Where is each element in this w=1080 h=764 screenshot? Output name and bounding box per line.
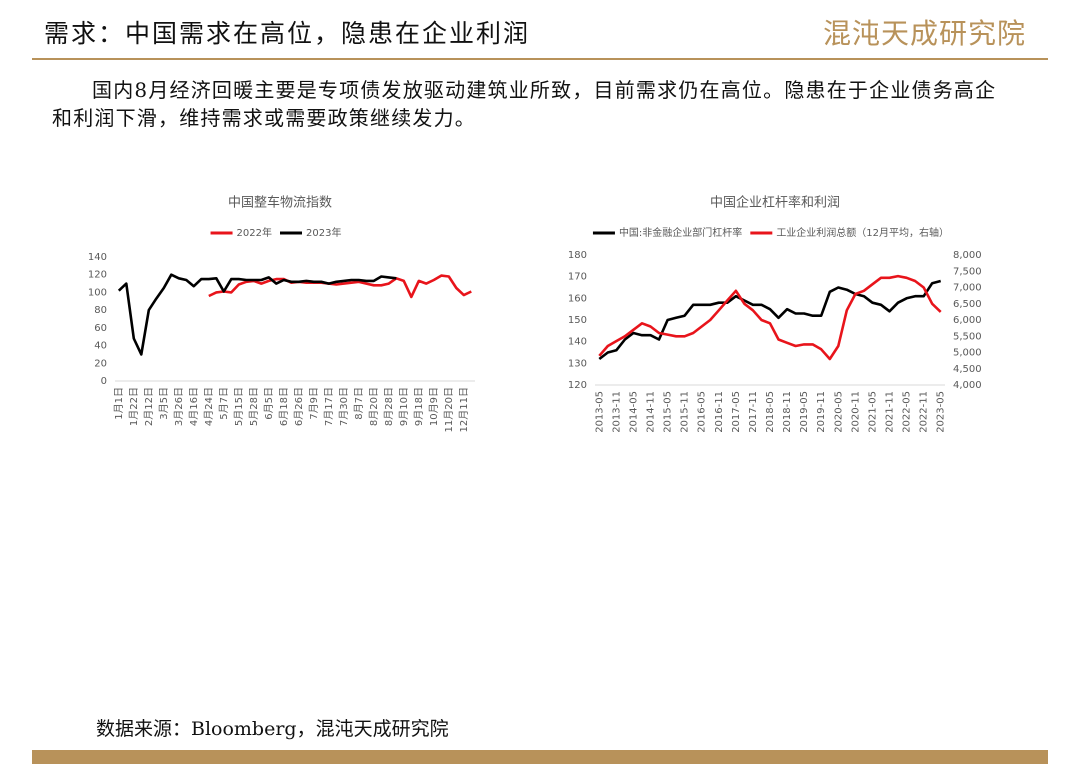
series-line [598,274,942,361]
y2-tick-label: 7,000 [953,283,982,294]
y-tick-label: 120 [568,380,587,391]
chart: 中国整车物流指数 0 20 40 60 80 100 120 140 1月1日 1月22日 2月12日… [88,195,475,432]
y-tick-label: 100 [88,287,107,298]
x-tick-label: 1月1日 [113,387,125,420]
legend-label: 2023年 [306,226,341,239]
x-tick-label: 11月20日 [443,387,455,432]
x-tick-label: 7月30日 [338,387,350,426]
footer-bar [32,750,1048,764]
x-tick-label: 8月20日 [368,387,380,426]
series-line [117,273,397,356]
series-line [598,279,942,361]
y-tick-label: 20 [94,358,107,369]
y2-tick-label: 4,500 [953,364,982,375]
x-tick-label: 6月26日 [293,387,305,426]
y-tick-label: 170 [568,272,587,283]
x-tick-label: 9月10日 [398,387,410,426]
x-tick-label: 7月17日 [323,387,335,426]
y-tick-label: 180 [568,250,587,261]
logo: 混沌天成研究院 [822,17,1026,50]
y-tick-label: 140 [88,252,107,263]
x-tick-label: 10月9日 [428,387,440,426]
x-tick-label: 2019-11 [816,391,827,433]
body-text: 国内8月经济回暖主要是专项债发放驱动建筑业所致，目前需求仍在高位。隐患在于企业债… [52,78,997,130]
x-tick-label: 12月11日 [458,387,470,432]
source-note: 数据来源：Bloomberg，混沌天成研究院 [96,718,449,740]
y-tick-label: 150 [568,315,587,326]
x-tick-label: 2022-11 [919,391,930,433]
x-tick-label: 2019-05 [799,391,810,433]
x-tick-label: 2014-11 [645,391,656,433]
x-tick-label: 7月9日 [308,387,320,420]
page-title: 需求：中国需求在高位，隐患在企业利润 [44,19,531,48]
x-tick-label: 6月5日 [263,387,275,420]
legend-label: 工业企业利润总额（12月平均，右轴） [776,226,949,239]
x-tick-label: 2月12日 [143,387,155,426]
x-tick-label: 2018-11 [782,391,793,433]
chart: 中国企业杠杆率和利润 120 130 140 150 160 170 180 4,000 4,50… [568,195,982,433]
x-tick-label: 2017-11 [748,391,759,433]
y2-tick-label: 5,500 [953,331,982,342]
y-tick-label: 80 [94,305,107,316]
x-tick-label: 2014-05 [628,391,639,433]
y2-tick-label: 7,500 [953,266,982,277]
x-tick-label: 2016-05 [697,391,708,433]
y2-tick-label: 8,000 [953,250,982,261]
x-tick-label: 2013-05 [594,391,605,433]
y2-tick-label: 4,000 [953,380,982,391]
chart-title: 中国整车物流指数 [228,195,332,211]
header-rule [32,58,1048,60]
x-tick-label: 5月7日 [218,387,230,420]
x-tick-label: 9月18日 [413,387,425,426]
y-tick-label: 140 [568,337,587,348]
x-tick-label: 3月26日 [173,387,185,426]
chart-title: 中国企业杠杆率和利润 [710,195,840,211]
x-tick-label: 6月18日 [278,387,290,426]
x-tick-label: 2013-11 [611,391,622,433]
x-tick-label: 3月5日 [158,387,170,420]
y2-tick-label: 6,500 [953,299,982,310]
y-tick-label: 60 [94,323,107,334]
x-tick-label: 2020-11 [850,391,861,433]
y-tick-label: 40 [94,341,107,352]
x-tick-label: 1月22日 [128,387,140,426]
x-tick-label: 2020-05 [833,391,844,433]
x-tick-label: 5月28日 [248,387,260,426]
y2-tick-label: 5,000 [953,348,982,359]
x-tick-label: 8月28日 [383,387,395,426]
y-tick-label: 120 [88,270,107,281]
x-tick-label: 2022-05 [902,391,913,433]
y-tick-label: 160 [568,293,587,304]
x-tick-label: 4月24日 [203,387,215,426]
x-tick-label: 8月7日 [353,387,365,420]
x-tick-label: 4月16日 [188,387,200,426]
y-tick-label: 130 [568,358,587,369]
x-tick-label: 2015-11 [680,391,691,433]
x-tick-label: 2015-05 [663,391,674,433]
x-tick-label: 5月15日 [233,387,245,426]
y-tick-label: 0 [101,376,107,387]
x-tick-label: 2021-05 [867,391,878,433]
y2-tick-label: 6,000 [953,315,982,326]
x-tick-label: 2016-11 [714,391,725,433]
x-tick-label: 2017-05 [731,391,742,433]
x-tick-label: 2021-11 [885,391,896,433]
x-tick-label: 2018-05 [765,391,776,433]
legend-label: 2022年 [237,226,272,239]
legend-label: 中国:非金融企业部门杠杆率 [619,226,742,239]
x-tick-label: 2023-05 [936,391,947,433]
